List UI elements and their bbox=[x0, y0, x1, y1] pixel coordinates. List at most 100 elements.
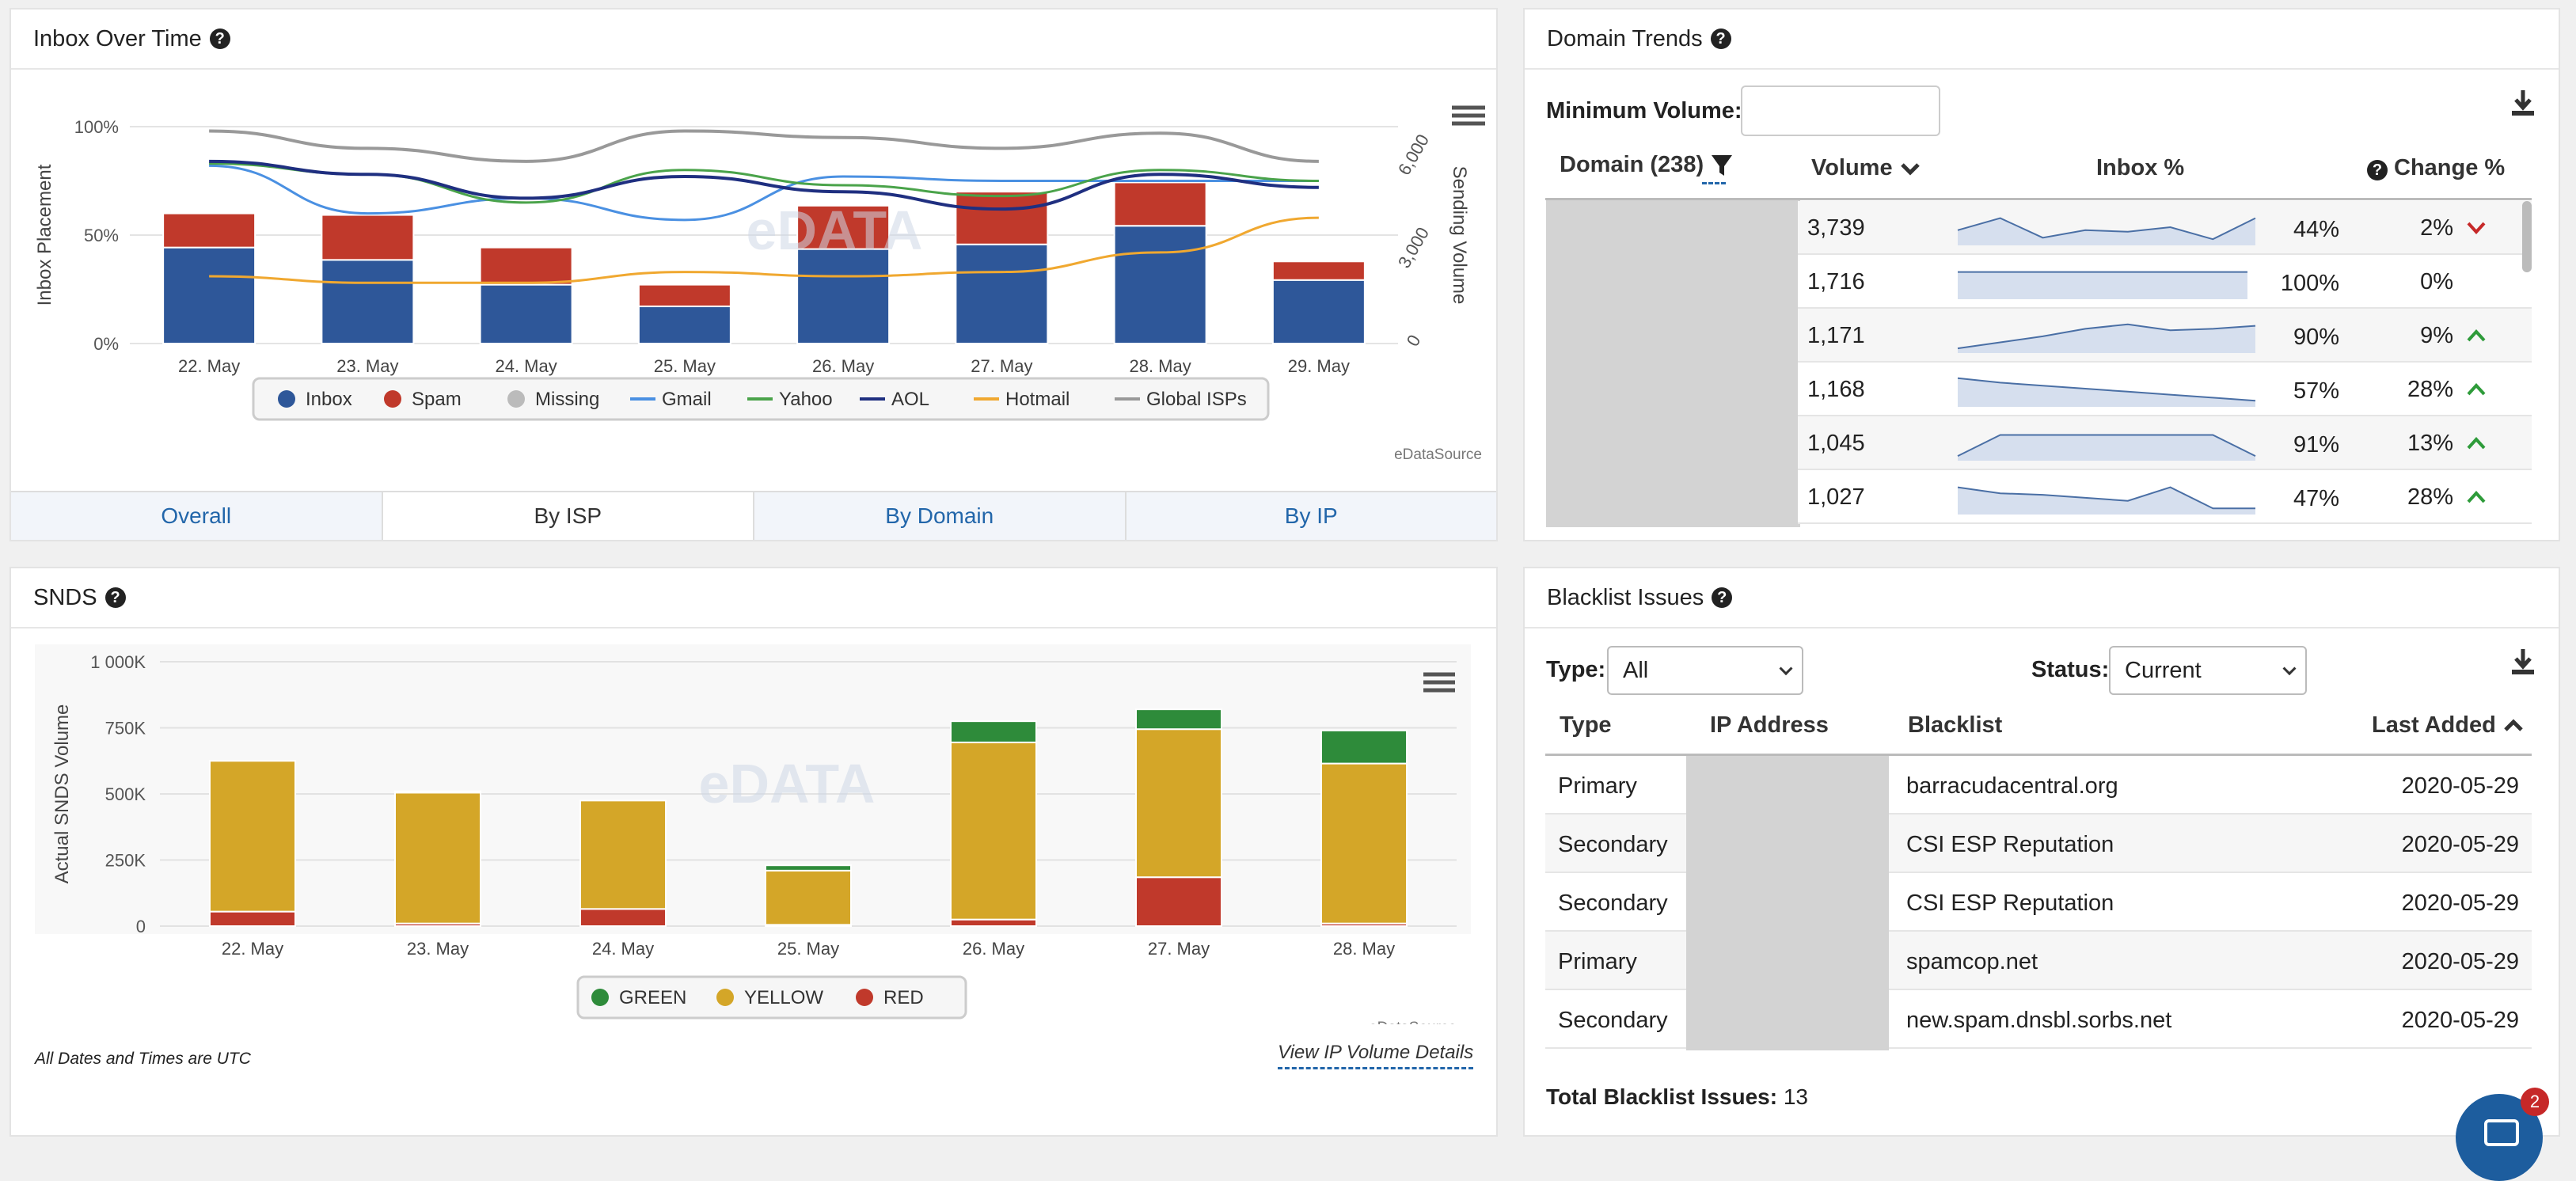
watermark-logo: eDATA bbox=[747, 199, 923, 261]
legend-box bbox=[576, 975, 967, 1020]
download-icon[interactable] bbox=[2510, 646, 2536, 678]
help-icon[interactable]: ? bbox=[209, 28, 230, 49]
blacklist-table-topline bbox=[1545, 754, 2532, 756]
col-domain-header[interactable]: Domain (238) bbox=[1560, 152, 1734, 179]
panel-header: Domain Trends ? bbox=[1525, 9, 2559, 70]
help-icon[interactable]: ? bbox=[1710, 28, 1731, 49]
red-bar bbox=[1135, 876, 1222, 927]
spam-bar bbox=[955, 191, 1049, 245]
help-icon[interactable]: ? bbox=[2367, 160, 2388, 180]
date-cell: 2020-05-29 bbox=[2401, 949, 2519, 974]
line-global-isps bbox=[209, 129, 1319, 163]
view-ip-volume-link[interactable]: View IP Volume Details bbox=[1278, 1042, 1474, 1069]
inbox-over-time-chart: Inbox Placement Sending Volume 0% 50% 100% 0 3… bbox=[34, 105, 1485, 463]
filter-icon[interactable] bbox=[1710, 152, 1734, 179]
y-tick-label: 500K bbox=[105, 784, 146, 804]
col-ip-header[interactable]: IP Address bbox=[1710, 712, 1829, 738]
y-tick-label: 1 000K bbox=[90, 652, 146, 672]
sparkline-line bbox=[1957, 486, 2255, 510]
min-volume-label: Minimum Volume: bbox=[1546, 98, 1742, 123]
y-tick-label: 250K bbox=[105, 851, 146, 871]
green-bar bbox=[950, 720, 1037, 743]
legend-marker bbox=[278, 390, 295, 408]
download-icon[interactable] bbox=[2510, 87, 2536, 119]
chevron-up-icon bbox=[2467, 437, 2486, 450]
domain-row[interactable]: 3,739 44% 2% bbox=[1798, 201, 2532, 255]
domain-row[interactable]: 1,045 91% 13% bbox=[1798, 416, 2532, 470]
type-cell: Secondary bbox=[1558, 832, 1668, 857]
y-tick-label: 50% bbox=[84, 226, 119, 245]
y-axis-label: Inbox Placement bbox=[34, 164, 55, 306]
tab-overall[interactable]: Overall bbox=[11, 492, 383, 540]
blacklist-row[interactable]: Secondary CSI ESP Reputation 2020-05-29 bbox=[1545, 873, 2532, 932]
y-tick-label: 0 bbox=[136, 917, 146, 936]
inbox-sparkline bbox=[1957, 217, 2256, 245]
col-type-header[interactable]: Type bbox=[1560, 712, 1612, 738]
green-bar bbox=[1135, 708, 1222, 731]
utc-note: All Dates and Times are UTC bbox=[35, 1050, 251, 1068]
tab-by-isp[interactable]: By ISP bbox=[382, 492, 754, 540]
sparkline-line bbox=[1957, 377, 2256, 402]
min-volume-input[interactable] bbox=[1741, 85, 1940, 136]
panel-title: Blacklist Issues bbox=[1547, 584, 1704, 610]
x-tick-label: 23. May bbox=[407, 939, 469, 959]
inbox-bar bbox=[162, 246, 256, 345]
legend-label: Yahoo bbox=[779, 389, 833, 410]
domain-redacted-column bbox=[1546, 200, 1800, 527]
type-cell: Primary bbox=[1558, 773, 1637, 799]
x-tick-label: 29. May bbox=[1288, 356, 1350, 376]
yellow-bar bbox=[950, 741, 1037, 921]
change-cell: 0% bbox=[2420, 269, 2453, 294]
chevron-up-icon bbox=[2467, 383, 2486, 396]
sparkline-area bbox=[1958, 272, 2247, 299]
yellow-bar bbox=[1135, 728, 1222, 879]
col-last-added-header[interactable]: Last Added bbox=[2372, 712, 2525, 739]
tab-by-ip[interactable]: By IP bbox=[1126, 492, 1496, 540]
chevron-down-icon bbox=[1900, 163, 1920, 176]
legend-marker bbox=[384, 390, 401, 408]
help-icon[interactable]: ? bbox=[104, 587, 126, 608]
domain-row[interactable]: 1,716 100% 0% bbox=[1798, 255, 2532, 309]
blacklist-row[interactable]: Primary barracudacentral.org 2020-05-29 bbox=[1545, 756, 2532, 815]
x-tick-label: 25. May bbox=[777, 939, 839, 959]
x-tick-label: 27. May bbox=[1148, 939, 1210, 959]
sparkline-line bbox=[1957, 434, 2256, 457]
domain-row[interactable]: 1,171 90% 9% bbox=[1798, 309, 2532, 363]
ip-redacted-column bbox=[1686, 756, 1889, 1050]
domain-scrollbar[interactable] bbox=[2522, 201, 2532, 272]
col-change-header[interactable]: ? Change % bbox=[2367, 155, 2505, 181]
volume-cell: 1,168 bbox=[1807, 377, 1865, 402]
line-hotmail bbox=[209, 216, 1319, 284]
y2-axis-label: Sending Volume bbox=[1449, 166, 1470, 305]
legend-label: Hotmail bbox=[1005, 389, 1070, 410]
inbox-cell: 91% bbox=[2293, 432, 2339, 458]
change-cell: 13% bbox=[2407, 431, 2453, 456]
green-bar bbox=[394, 790, 481, 794]
inbox-sparkline bbox=[1957, 486, 2255, 515]
blacklist-cell: CSI ESP Reputation bbox=[1906, 890, 2114, 916]
type-select[interactable]: All bbox=[1607, 646, 1803, 695]
blacklist-row[interactable]: Secondary new.spam.dnsbl.sorbs.net 2020-05… bbox=[1545, 990, 2532, 1049]
change-cell: 2% bbox=[2420, 215, 2453, 241]
panel-header: Blacklist Issues ? bbox=[1525, 568, 2559, 628]
volume-cell: 1,045 bbox=[1807, 431, 1865, 456]
col-blacklist-header[interactable]: Blacklist bbox=[1908, 712, 2003, 738]
domain-row[interactable]: 1,027 47% 28% bbox=[1798, 470, 2532, 524]
chat-icon bbox=[2484, 1119, 2519, 1146]
tab-by-domain[interactable]: By Domain bbox=[754, 492, 1127, 540]
status-select[interactable]: Current bbox=[2109, 646, 2307, 695]
help-icon[interactable]: ? bbox=[1712, 587, 1733, 608]
col-volume-header[interactable]: Volume bbox=[1811, 155, 1921, 181]
y2-tick-label: 6,000 bbox=[1394, 131, 1433, 178]
col-inbox-header[interactable]: Inbox % bbox=[2096, 155, 2185, 180]
inbox-cell: 44% bbox=[2293, 217, 2339, 242]
panel-header: SNDS ? bbox=[11, 568, 1496, 628]
domain-row[interactable]: 1,168 57% 28% bbox=[1798, 363, 2532, 416]
blacklist-cell: spamcop.net bbox=[1906, 949, 2038, 974]
arrow-shape bbox=[2467, 437, 2486, 450]
legend-marker bbox=[856, 989, 873, 1006]
yellow-bar bbox=[209, 760, 296, 913]
filter-underline bbox=[1702, 182, 1726, 184]
inbox-cell: 47% bbox=[2293, 486, 2339, 511]
type-cell: Secondary bbox=[1558, 890, 1668, 916]
